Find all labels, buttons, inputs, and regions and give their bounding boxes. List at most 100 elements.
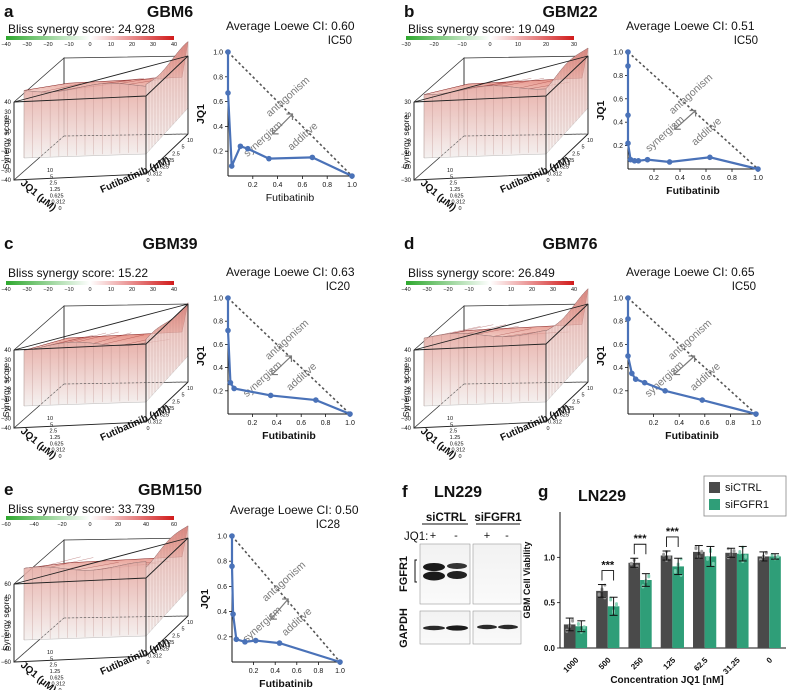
panel-letter: a: [4, 2, 14, 21]
band: [423, 571, 445, 581]
panel-f-western-blot: f LN229 siCTRL siFGFR1 JQ1: + - + - FGFR…: [398, 482, 522, 648]
isobole-point: [625, 63, 631, 69]
group-label-sictrl: siCTRL: [426, 512, 466, 524]
z-tick-label: 0: [8, 621, 12, 627]
z-tick-label: −40: [1, 647, 12, 653]
futibatinib-tick-label: 2.5: [572, 399, 580, 405]
band: [498, 624, 518, 630]
jq1-tick-label: 1.25: [450, 187, 461, 193]
colorbar-tick-label: 20: [529, 287, 535, 293]
isobole-point: [699, 397, 706, 403]
isobole-point: [629, 370, 635, 377]
isobole-point: [625, 49, 631, 55]
isobole-point: [635, 158, 642, 164]
z-axis-label: Synergy score: [1, 115, 11, 170]
z-tick-label: 10: [4, 377, 11, 383]
futibatinib-tick-label: 10: [587, 138, 593, 144]
panel-title: GBM6: [147, 4, 193, 21]
y-axis-label: JQ1: [595, 346, 607, 366]
futibatinib-tick-label: 0.625: [155, 413, 169, 419]
x-tick-label: 0.2: [249, 668, 259, 675]
bar-sictrl: [628, 562, 641, 648]
inhibition-level-label: IC50: [732, 281, 756, 293]
replicate-point: [706, 555, 710, 559]
isobole-point: [276, 640, 283, 646]
x-tick-label: 1.0: [335, 668, 345, 675]
jq1-tick-label: 0.312: [51, 682, 65, 688]
jq1-tick-label: 0.312: [451, 448, 465, 454]
futibatinib-tick-label: 0: [546, 426, 549, 432]
colorbar-tick-label: −30: [422, 287, 431, 293]
bar-sictrl: [693, 551, 705, 648]
z-tick-label: −40: [1, 178, 12, 184]
y-tick-label: 1.0: [217, 534, 227, 541]
cube-top-front-edge: [413, 55, 589, 103]
band: [447, 563, 467, 569]
band: [477, 624, 497, 630]
panel-g-bar-chart: g LN229 0.0 0.5 1.0 GBM Cell Viability Conce…: [522, 475, 787, 686]
jq1-tick-label: 0.312: [51, 200, 65, 206]
colorbar: [6, 281, 174, 285]
futibatinib-tick-label: 0.625: [155, 165, 169, 171]
surface-mesh-line: [450, 324, 494, 334]
isobole-line: [230, 536, 341, 664]
cube-hidden-edge: [413, 135, 465, 181]
band: [447, 571, 467, 579]
direction-arrow: [673, 355, 695, 376]
lane-sign: -: [505, 530, 509, 542]
isobole-point: [228, 163, 235, 169]
surface-mesh-line: [41, 556, 81, 568]
cube-hidden-edge: [63, 381, 189, 385]
x-tick-label: 125: [661, 655, 677, 671]
band: [423, 563, 445, 571]
colorbar-tick-label: −40: [1, 287, 10, 293]
isobole-point: [625, 295, 631, 301]
colorbar-tick-label: −40: [29, 522, 38, 528]
significance-bracket: [666, 536, 679, 547]
replicate-point: [732, 549, 736, 553]
cube-hidden-edge: [13, 135, 65, 181]
isobole-point: [266, 155, 272, 162]
cube-top-front-edge: [13, 55, 189, 103]
z-tick-label: 40: [4, 595, 11, 601]
colorbar: [406, 36, 574, 40]
futibatinib-tick-label: 1.25: [564, 158, 575, 164]
z-tick-label: −10: [1, 397, 12, 403]
z-axis-label: Synergy score: [1, 363, 11, 418]
isobole-point: [755, 166, 761, 172]
jq1-row-label: JQ1:: [404, 531, 428, 543]
futibatinib-tick-label: 0: [146, 178, 149, 184]
jq1-tick-label: 10: [447, 168, 453, 174]
bar-chart-plot: 0.0 0.5 1.0 GBM Cell Viability Concentration…: [522, 475, 787, 686]
replicate-point: [647, 574, 651, 578]
legend-label: siCTRL: [725, 482, 762, 494]
x-tick-label: 0.6: [296, 420, 306, 427]
isobole-point: [309, 154, 316, 161]
isobole-point: [242, 639, 248, 645]
replicate-point: [776, 554, 780, 558]
z-tick-label: −40: [401, 426, 412, 432]
futibatinib-tick-label: 0.312: [148, 419, 162, 425]
z-tick-label: 20: [404, 368, 411, 374]
surface-mesh-line: [41, 83, 81, 93]
panel-letter: f: [402, 482, 408, 501]
inhibition-level-label: IC50: [734, 35, 758, 47]
bar-sictrl: [563, 624, 576, 648]
colorbar-tick-label: 40: [171, 287, 177, 293]
isobole-point: [644, 156, 651, 163]
replicate-point: [576, 622, 580, 626]
z-tick-label: −20: [1, 159, 12, 165]
synergism-label: synergism: [241, 118, 285, 159]
jq1-tick-label: 1.25: [50, 187, 61, 193]
bar-sifgfr1: [607, 606, 620, 648]
z-tick-label: 20: [4, 368, 11, 374]
futibatinib-tick-label: 0.625: [155, 647, 169, 653]
colorbar-tick-label: −40: [1, 42, 10, 48]
jq1-tick-label: 1.25: [450, 435, 461, 441]
arrow-head: [689, 109, 697, 117]
isobole-point: [641, 379, 648, 386]
isobole-point: [347, 411, 353, 417]
jq1-tick-label: 5: [450, 174, 453, 180]
